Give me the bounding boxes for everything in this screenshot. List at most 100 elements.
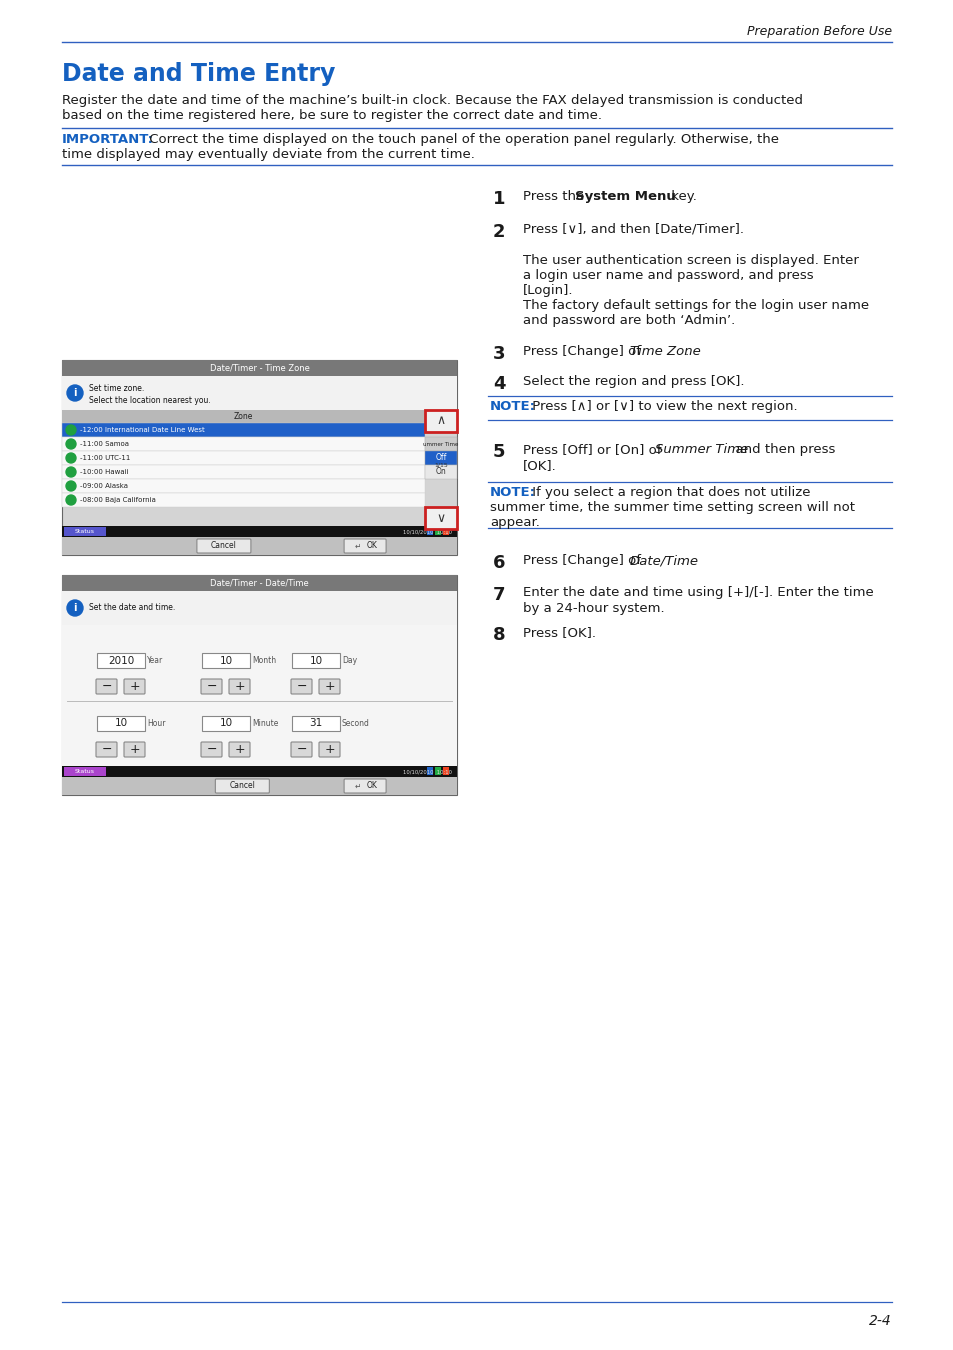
Circle shape bbox=[66, 425, 76, 435]
Text: Cancel: Cancel bbox=[229, 782, 255, 791]
Text: The user authentication screen is displayed. Enter: The user authentication screen is displa… bbox=[522, 254, 858, 267]
Text: 1: 1 bbox=[493, 190, 505, 208]
FancyBboxPatch shape bbox=[318, 743, 339, 757]
Text: 10: 10 bbox=[219, 718, 233, 729]
Text: +: + bbox=[233, 680, 245, 693]
Text: by a 24-hour system.: by a 24-hour system. bbox=[522, 602, 664, 616]
Text: .: . bbox=[684, 346, 688, 358]
Text: -10:00 Hawaii: -10:00 Hawaii bbox=[80, 468, 129, 475]
Circle shape bbox=[66, 481, 76, 491]
FancyBboxPatch shape bbox=[291, 679, 312, 694]
Text: Register the date and time of the machine’s built-in clock. Because the FAX dela: Register the date and time of the machin… bbox=[62, 95, 802, 107]
Text: −: − bbox=[101, 680, 112, 693]
Bar bbox=[62, 451, 424, 464]
Text: 6: 6 bbox=[493, 554, 505, 572]
Text: i: i bbox=[73, 387, 76, 398]
Text: 1/15: 1/15 bbox=[434, 463, 447, 467]
Circle shape bbox=[67, 385, 83, 401]
Text: 10: 10 bbox=[114, 718, 128, 729]
Bar bbox=[62, 575, 456, 795]
Text: key.: key. bbox=[666, 190, 696, 202]
FancyBboxPatch shape bbox=[201, 679, 222, 694]
Circle shape bbox=[66, 467, 76, 477]
Bar bbox=[62, 464, 424, 479]
FancyBboxPatch shape bbox=[318, 679, 339, 694]
Text: .: . bbox=[679, 554, 683, 567]
Text: Select the region and press [OK].: Select the region and press [OK]. bbox=[522, 375, 743, 387]
Text: Press [Change] of: Press [Change] of bbox=[522, 554, 644, 567]
Bar bbox=[62, 765, 456, 778]
Text: Correct the time displayed on the touch panel of the operation panel regularly. : Correct the time displayed on the touch … bbox=[145, 134, 779, 146]
Text: 7: 7 bbox=[493, 586, 505, 603]
Text: Select the location nearest you.: Select the location nearest you. bbox=[89, 396, 211, 405]
Bar bbox=[64, 526, 106, 536]
Text: Status: Status bbox=[75, 529, 95, 535]
Bar bbox=[292, 653, 339, 668]
Text: Year: Year bbox=[147, 656, 163, 666]
Text: a login user name and password, and press: a login user name and password, and pres… bbox=[522, 269, 813, 282]
FancyBboxPatch shape bbox=[229, 679, 250, 694]
Text: Preparation Before Use: Preparation Before Use bbox=[746, 26, 891, 38]
Text: −: − bbox=[206, 743, 216, 756]
Bar bbox=[62, 526, 456, 537]
Text: ↵: ↵ bbox=[355, 541, 361, 551]
Text: 10: 10 bbox=[309, 656, 322, 666]
Text: Time Zone: Time Zone bbox=[629, 346, 700, 358]
Bar bbox=[64, 767, 106, 776]
Bar bbox=[427, 526, 433, 535]
Bar bbox=[424, 464, 456, 479]
Text: −: − bbox=[101, 743, 112, 756]
Text: appear.: appear. bbox=[490, 516, 539, 529]
Circle shape bbox=[67, 599, 83, 616]
Text: Date/Timer - Date/Time: Date/Timer - Date/Time bbox=[210, 579, 309, 587]
Text: i: i bbox=[73, 603, 76, 613]
Bar bbox=[202, 653, 250, 668]
FancyBboxPatch shape bbox=[96, 679, 117, 694]
Text: Press the: Press the bbox=[522, 190, 588, 202]
FancyBboxPatch shape bbox=[291, 743, 312, 757]
Circle shape bbox=[66, 495, 76, 505]
Text: +: + bbox=[233, 743, 245, 756]
Text: +: + bbox=[129, 743, 140, 756]
Text: 31: 31 bbox=[309, 718, 322, 729]
Text: Month: Month bbox=[252, 656, 275, 666]
Bar bbox=[97, 716, 145, 730]
FancyBboxPatch shape bbox=[215, 779, 269, 792]
Bar bbox=[62, 778, 456, 795]
Text: System Menu: System Menu bbox=[575, 190, 675, 202]
Text: +: + bbox=[129, 680, 140, 693]
Text: +: + bbox=[324, 743, 335, 756]
Text: Cancel: Cancel bbox=[211, 541, 236, 551]
Text: -11:00 UTC-11: -11:00 UTC-11 bbox=[80, 455, 131, 460]
Text: −: − bbox=[296, 680, 307, 693]
Text: -09:00 Alaska: -09:00 Alaska bbox=[80, 483, 128, 489]
Bar bbox=[62, 479, 424, 493]
Bar bbox=[62, 377, 456, 410]
Bar bbox=[435, 767, 440, 775]
Text: −: − bbox=[206, 680, 216, 693]
Text: Press [∨], and then [Date/Timer].: Press [∨], and then [Date/Timer]. bbox=[522, 223, 743, 236]
Text: [OK].: [OK]. bbox=[522, 459, 557, 472]
Text: Date/Timer - Time Zone: Date/Timer - Time Zone bbox=[210, 363, 309, 373]
FancyBboxPatch shape bbox=[201, 743, 222, 757]
Text: Enter the date and time using [+]/[-]. Enter the time: Enter the date and time using [+]/[-]. E… bbox=[522, 586, 873, 599]
Text: summer time, the summer time setting screen will not: summer time, the summer time setting scr… bbox=[490, 501, 854, 514]
Text: Date and Time Entry: Date and Time Entry bbox=[62, 62, 335, 86]
Text: The factory default settings for the login user name: The factory default settings for the log… bbox=[522, 298, 868, 312]
Text: Status: Status bbox=[75, 769, 95, 774]
Text: Off: Off bbox=[435, 454, 446, 463]
Text: -08:00 Baja California: -08:00 Baja California bbox=[80, 497, 155, 504]
Text: and then press: and then press bbox=[726, 443, 835, 456]
Text: ∨: ∨ bbox=[436, 512, 445, 525]
Text: Hour: Hour bbox=[147, 720, 165, 728]
Bar bbox=[62, 493, 424, 508]
Circle shape bbox=[66, 454, 76, 463]
Text: Day: Day bbox=[341, 656, 356, 666]
Text: Date/Time: Date/Time bbox=[629, 554, 699, 567]
Text: ummer Time: ummer Time bbox=[423, 441, 458, 447]
Text: 5: 5 bbox=[493, 443, 505, 460]
Bar bbox=[97, 653, 145, 668]
FancyBboxPatch shape bbox=[96, 743, 117, 757]
Text: Press [Off] or [On] of: Press [Off] or [On] of bbox=[522, 443, 665, 456]
Text: Set time zone.: Set time zone. bbox=[89, 383, 144, 393]
